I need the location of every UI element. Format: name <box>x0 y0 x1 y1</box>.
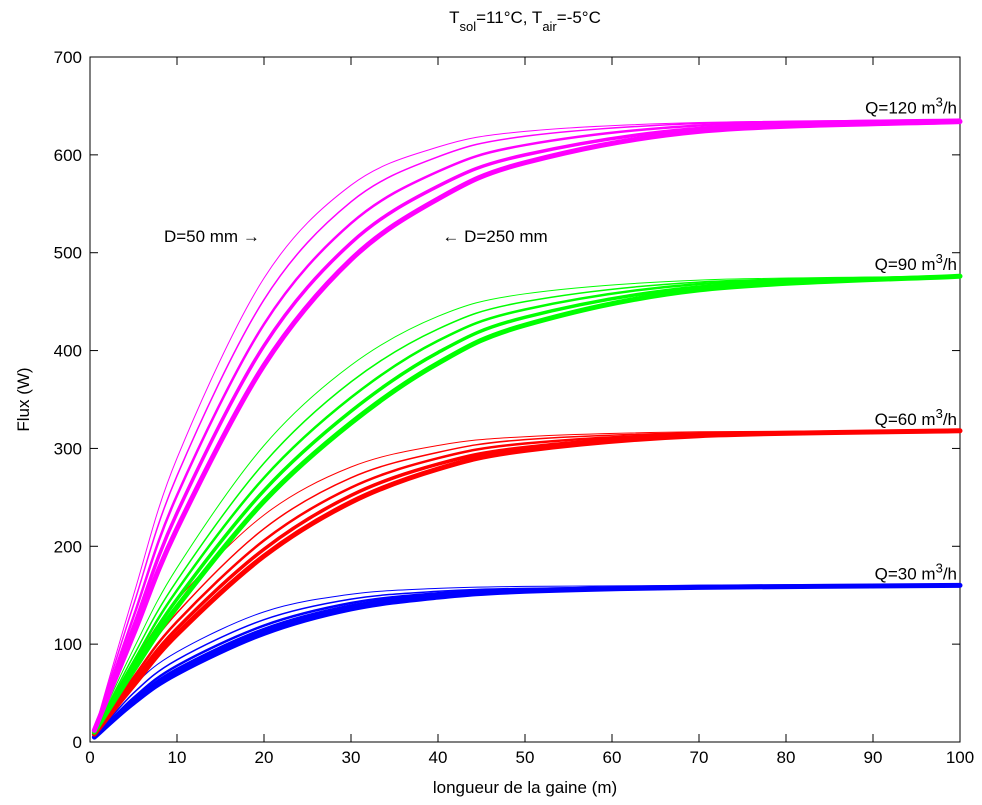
x-axis: 0 10 20 30 40 50 60 70 80 90 100 <box>85 57 974 767</box>
x-tick-label: 40 <box>429 748 448 767</box>
y-tick-label: 400 <box>54 342 82 361</box>
diameter-annotation: ← D=250 mm <box>442 227 547 246</box>
group-label-superscript: 3 <box>936 560 943 575</box>
x-tick-label: 50 <box>516 748 535 767</box>
y-tick-label: 700 <box>54 48 82 67</box>
series-line-2-2 <box>93 274 962 734</box>
series-line-3-2 <box>93 118 962 732</box>
x-tick-label: 70 <box>690 748 709 767</box>
series-group-label: Q=90 m3/h <box>875 251 957 275</box>
group-label-prefix: Q=30 m <box>875 564 936 583</box>
title-subscript: sol <box>460 19 477 34</box>
group-label-suffix: /h <box>943 255 957 274</box>
series-line-1-4 <box>91 428 963 737</box>
title-text-part: T <box>449 8 459 27</box>
series-layer <box>91 118 963 740</box>
series-line-0-4 <box>91 582 963 740</box>
title-text-part: =-5°C <box>557 8 601 27</box>
series-group-label: Q=60 m3/h <box>875 405 957 429</box>
y-tick-label: 200 <box>54 537 82 556</box>
x-axis-label: longueur de la gaine (m) <box>433 778 617 797</box>
group-label-suffix: /h <box>943 410 957 429</box>
series-line-3-0 <box>93 119 961 731</box>
series-group-label: Q=30 m3/h <box>875 560 957 584</box>
group-label-superscript: 3 <box>936 405 943 420</box>
chart-title: Tsol=11°C, Tair=-5°C <box>449 8 601 34</box>
series-line-2-1 <box>93 275 961 733</box>
group-label-suffix: /h <box>943 564 957 583</box>
y-tick-label: 0 <box>73 733 82 752</box>
group-label-prefix: Q=60 m <box>875 410 936 429</box>
series-line-2-0 <box>93 275 961 733</box>
x-tick-label: 10 <box>168 748 187 767</box>
series-line-3-1 <box>93 118 961 732</box>
y-tick-label: 500 <box>54 244 82 263</box>
x-tick-label: 30 <box>342 748 361 767</box>
x-tick-label: 100 <box>946 748 974 767</box>
series-line-2-3 <box>92 274 962 734</box>
x-tick-label: 80 <box>777 748 796 767</box>
diameter-annotation: D=50 mm → <box>164 227 260 246</box>
title-text-part: =11°C, T <box>476 8 542 27</box>
title-subscript: air <box>542 19 557 34</box>
y-tick-label: 600 <box>54 146 82 165</box>
group-label-superscript: 3 <box>936 251 943 266</box>
y-axis-label: Flux (W) <box>14 367 33 431</box>
annotations: D=50 mm → ← D=250 mm <box>164 227 548 246</box>
x-tick-label: 60 <box>603 748 622 767</box>
y-axis: 0 100 200 300 400 500 600 700 <box>54 48 960 752</box>
series-line-3-4 <box>91 119 963 733</box>
x-tick-label: 20 <box>255 748 274 767</box>
series-group-label: Q=120 m3/h <box>865 94 957 118</box>
x-tick-label: 90 <box>864 748 883 767</box>
y-tick-label: 300 <box>54 439 82 458</box>
group-label-superscript: 3 <box>936 94 943 109</box>
group-label-suffix: /h <box>943 99 957 118</box>
series-line-3-3 <box>92 118 962 733</box>
group-labels: Q=30 m3/hQ=60 m3/hQ=90 m3/hQ=120 m3/h <box>865 94 957 583</box>
y-tick-label: 100 <box>54 635 82 654</box>
x-tick-label: 0 <box>85 748 94 767</box>
group-label-prefix: Q=90 m <box>875 255 936 274</box>
group-label-prefix: Q=120 m <box>865 99 935 118</box>
series-line-2-4 <box>91 273 963 735</box>
